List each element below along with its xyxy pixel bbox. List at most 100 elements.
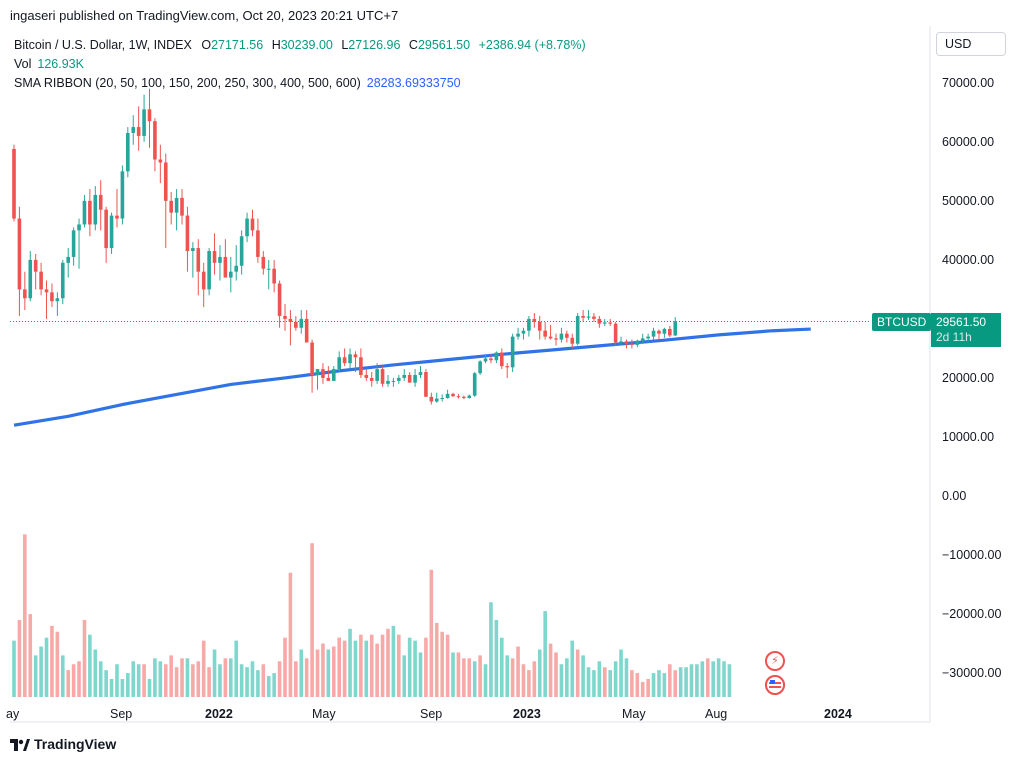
candle-body [104, 209, 108, 249]
candle-body [424, 372, 428, 397]
candle [229, 256, 233, 293]
candle-body [277, 283, 282, 316]
volume-bar [456, 652, 461, 697]
candle [397, 374, 401, 384]
candle [532, 313, 537, 328]
candle-body [510, 336, 515, 368]
candle [44, 280, 49, 319]
volume-bar [483, 664, 488, 697]
candle-body [180, 197, 184, 216]
candle [472, 372, 477, 397]
volume-bar [71, 664, 76, 697]
candle-body [28, 259, 33, 299]
candle-body [668, 328, 672, 336]
volume-bar [575, 649, 580, 697]
candle [142, 94, 146, 142]
candle [33, 253, 38, 290]
volume-bar [673, 670, 678, 697]
volume-bar [640, 681, 645, 697]
volume-bar [489, 602, 493, 697]
candle [375, 363, 379, 384]
volume-bar [467, 658, 472, 697]
candle-body [261, 256, 266, 269]
symbol-title[interactable]: Bitcoin / U.S. Dollar, 1W, INDEX [14, 38, 192, 52]
price-axis-label: 10000.00 [942, 430, 994, 444]
candle-body [109, 215, 114, 249]
candle [207, 248, 211, 296]
candle-body [359, 357, 363, 375]
candle [570, 333, 575, 349]
candle-body [635, 340, 640, 345]
candle-body [126, 132, 130, 172]
volume-bar [136, 664, 141, 697]
candle [630, 339, 634, 349]
candle [158, 144, 163, 184]
currency-selector[interactable]: USD [936, 32, 1006, 56]
candle [93, 186, 98, 231]
candle-body [548, 336, 553, 339]
candle-body [489, 358, 493, 361]
volume-bar [727, 664, 732, 697]
price-axis-label: −10000.00 [942, 548, 1001, 562]
volume-bar [153, 658, 157, 697]
candle [321, 363, 325, 384]
price-axis-label: −20000.00 [942, 607, 1001, 621]
candle [483, 354, 488, 364]
candle-body [283, 315, 287, 319]
candle [478, 360, 482, 375]
volume-bar [505, 655, 510, 697]
volume-bar [304, 658, 309, 697]
sma-ribbon-line [13, 327, 811, 427]
volume-bar [353, 640, 358, 697]
candle-body [234, 265, 239, 272]
candle-body [559, 333, 564, 340]
candle-body [386, 380, 390, 384]
volume-bar [131, 661, 136, 697]
legend-sma-row[interactable]: SMA RIBBON (20, 50, 100, 150, 200, 250, … [14, 74, 586, 93]
volume-bar [331, 646, 336, 697]
time-axis-label: Sep [420, 707, 442, 721]
price-tag-price: 29561.50 [936, 315, 987, 329]
candle [424, 369, 428, 397]
candle-body [299, 318, 304, 328]
legend-volume-row[interactable]: Vol 126.93K [14, 55, 586, 74]
candle-body [223, 256, 228, 278]
us-flag-event-icon[interactable] [765, 675, 785, 695]
candle [12, 144, 16, 222]
candle-body [337, 357, 341, 370]
volume-bar [521, 664, 526, 697]
time-axis-label: 2024 [824, 707, 852, 721]
candle-body [33, 259, 38, 272]
high-label: H [271, 38, 281, 52]
candle [180, 189, 184, 225]
price-axis-label: 60000.00 [942, 135, 994, 149]
lightning-event-icon[interactable]: ⚡︎ [765, 651, 785, 671]
candle-body [516, 333, 520, 337]
candle [191, 242, 195, 278]
candle-body [207, 251, 211, 290]
candle [266, 259, 271, 290]
volume-bar [700, 661, 705, 697]
candle-body [407, 374, 412, 383]
candle [39, 262, 43, 296]
candle [407, 372, 412, 383]
candle [402, 369, 407, 381]
candle-body [353, 354, 358, 358]
candle-body [462, 396, 466, 399]
candle-body [342, 357, 347, 364]
candle [527, 315, 531, 337]
candle [369, 372, 374, 387]
candle-body [256, 230, 260, 257]
candle [364, 369, 369, 381]
candle-body [93, 194, 98, 225]
candle-body [331, 369, 336, 381]
candle [60, 259, 65, 305]
candle [510, 333, 515, 373]
time-axis-label: May [622, 707, 646, 721]
candle-body [602, 322, 607, 324]
volume-bar [229, 658, 233, 697]
candle-body [169, 200, 173, 213]
tradingview-footer-logo[interactable]: TradingView [10, 736, 116, 752]
candle-body [50, 292, 54, 302]
